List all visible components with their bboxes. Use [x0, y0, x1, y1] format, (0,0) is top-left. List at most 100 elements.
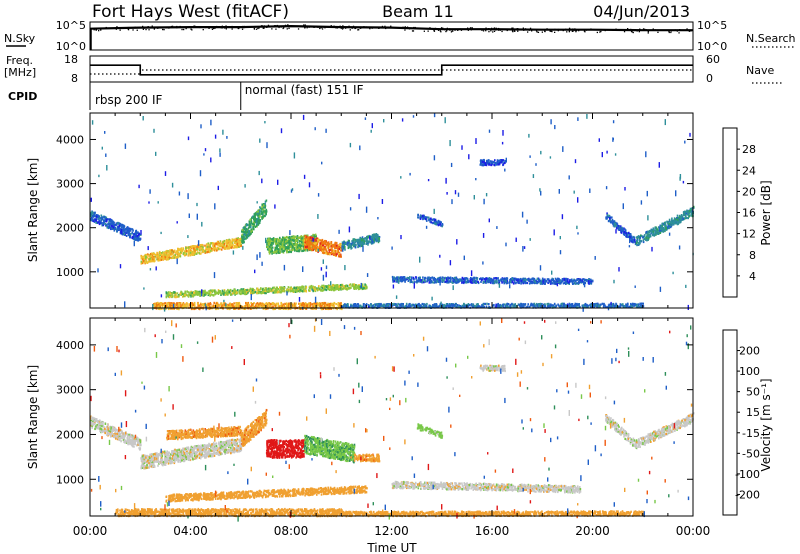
power-cell [196, 246, 198, 249]
power-cell [334, 247, 336, 250]
nsky-point [231, 25, 233, 28]
power-cell [200, 247, 202, 250]
power-cell [514, 282, 517, 285]
power-cell [108, 221, 110, 224]
power-cell [260, 287, 262, 290]
power-cell [310, 245, 312, 248]
power-cell [299, 287, 302, 290]
nsky-point [258, 26, 260, 28]
nsky-point [413, 26, 415, 29]
nsky-point [274, 25, 277, 27]
power-cell [257, 209, 259, 212]
power-cell [336, 284, 339, 287]
power-cell [139, 237, 142, 241]
power-cell [328, 305, 331, 308]
power-cell [242, 233, 244, 236]
power-cell [272, 289, 274, 292]
power-cell [278, 240, 280, 243]
power-cell [327, 251, 329, 254]
power-cell [174, 291, 176, 294]
nsky-point [442, 27, 444, 29]
power-cell [233, 246, 235, 249]
power-cell [195, 291, 197, 294]
power-cell [209, 247, 211, 250]
power-cell [97, 215, 100, 218]
power-cell [171, 253, 173, 256]
power-cell [374, 238, 376, 241]
power-cell [112, 222, 114, 225]
power-cell [167, 302, 170, 305]
power-cell [188, 294, 190, 297]
power-cell [271, 246, 274, 249]
nsky-point [459, 28, 462, 30]
nsky-point [404, 26, 406, 28]
power-cell [223, 239, 226, 243]
power-cell [269, 250, 272, 253]
nsky-point [513, 30, 515, 32]
nsky-point [208, 27, 210, 29]
power-cell [573, 282, 575, 285]
nsky-point [550, 30, 552, 32]
power-cell [218, 247, 220, 251]
power-cell [354, 238, 357, 241]
power-cell [274, 249, 276, 253]
power-cell [200, 252, 202, 255]
power-cell [369, 235, 372, 238]
power-cell [256, 304, 258, 307]
power-cell [244, 225, 247, 228]
power-cell [264, 204, 267, 207]
nsky-point [122, 27, 124, 29]
power-cell [283, 244, 285, 247]
nsky-point [231, 28, 233, 30]
power-cell [333, 301, 335, 305]
power-cell [308, 303, 310, 306]
power-cell [325, 286, 328, 289]
power-cell [99, 217, 102, 220]
power-cell [426, 277, 429, 281]
nsky-point [434, 27, 437, 30]
nsky-point [440, 31, 442, 33]
nsky-point [599, 31, 601, 33]
power-cell [268, 248, 271, 251]
power-cell [320, 247, 322, 250]
power-cell [254, 212, 257, 215]
power-cell [358, 243, 360, 247]
nsky-point [481, 29, 483, 31]
power-cell [143, 257, 145, 261]
power-cell [322, 245, 325, 249]
nsky-point [359, 27, 361, 29]
power-cell [159, 252, 162, 255]
power-cell [360, 237, 363, 240]
nsky-point [191, 29, 193, 31]
power-cell [309, 237, 312, 241]
nsky-point [349, 29, 351, 31]
power-cell [337, 248, 340, 251]
power-cell [317, 286, 320, 289]
power-cell [227, 246, 230, 249]
power-cell [132, 229, 134, 232]
power-cell [281, 239, 284, 242]
power-cell [208, 303, 210, 306]
power-cell [358, 240, 361, 243]
power-cell [244, 231, 246, 234]
power-cell [116, 229, 119, 232]
power-cell [275, 252, 278, 255]
nsky-point [172, 26, 174, 28]
power-cell [264, 292, 266, 295]
power-cell [306, 240, 308, 243]
nsky-point [568, 31, 570, 33]
power-cell [191, 246, 193, 249]
power-cell [207, 250, 209, 253]
power-cell [101, 222, 103, 225]
nsky-point [199, 26, 201, 29]
power-cell [253, 223, 255, 226]
power-cell [112, 224, 114, 227]
power-cell [344, 246, 346, 249]
power-cell [121, 223, 123, 226]
power-cell [192, 249, 195, 252]
power-cell [135, 229, 138, 232]
power-cell [297, 286, 300, 289]
power-cell [289, 237, 292, 240]
nsky-point [216, 25, 218, 28]
power-cell [109, 218, 111, 221]
